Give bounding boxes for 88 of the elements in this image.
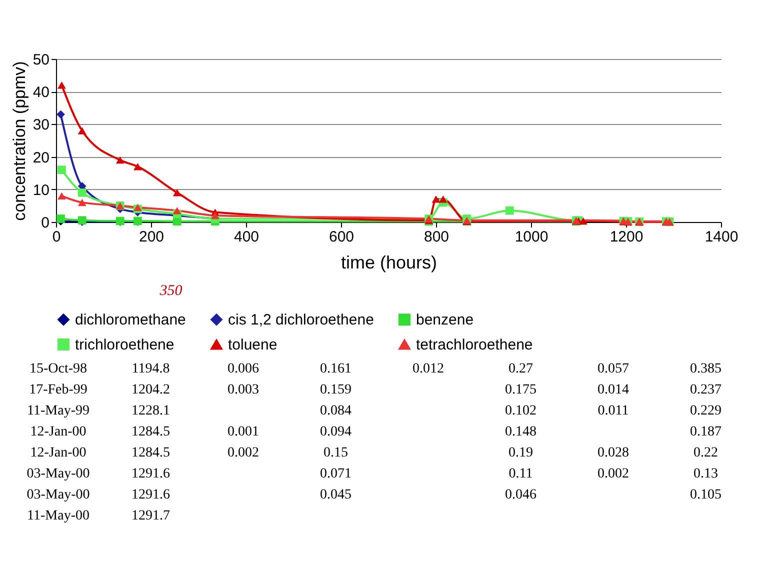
point — [579, 217, 588, 225]
text: 03-May-00 — [26, 488, 90, 502]
text: 1284.5 — [132, 446, 170, 460]
x-tick-label: 1400 — [704, 228, 738, 246]
text: 03-May-00 — [26, 466, 90, 482]
y-tick-label: 50 — [32, 52, 50, 68]
legend-label: tetrachloroethene — [416, 336, 533, 354]
point — [78, 188, 86, 197]
text: 0.002 — [228, 446, 259, 460]
x-tick-label: 1200 — [610, 228, 644, 246]
text: 1291.7 — [132, 508, 170, 524]
point — [56, 214, 65, 223]
text: 0.13 — [694, 466, 718, 482]
text: 0.028 — [598, 446, 629, 460]
text: 0.15 — [324, 446, 348, 460]
text: 0.385 — [690, 362, 722, 376]
x-axis-title: time (hours) — [340, 252, 438, 272]
y-tick-label: 30 — [32, 116, 50, 134]
text: 350 — [158, 283, 183, 299]
legend-label: dichloromethane — [75, 312, 186, 329]
text: 0.161 — [320, 362, 352, 376]
y-tick-label: 40 — [32, 84, 50, 102]
point — [172, 206, 182, 214]
text: 0.102 — [505, 404, 536, 418]
text: 0.003 — [228, 382, 259, 398]
point — [172, 189, 182, 196]
y-tick-label: 10 — [32, 182, 50, 199]
x-tick-label: 800 — [424, 228, 450, 246]
text: 1204.2 — [132, 382, 170, 398]
text: 15-Oct-98 — [29, 362, 88, 376]
x-tick-label: 600 — [328, 228, 354, 246]
text: 1194.8 — [132, 362, 170, 376]
text: 1291.6 — [132, 466, 170, 482]
x-tick-label: 400 — [234, 228, 260, 246]
text: 0.057 — [598, 362, 629, 376]
x-tick-label: 1000 — [514, 228, 548, 246]
text: 0.014 — [598, 382, 629, 398]
legend-label: cis 1,2 dichloroethene — [228, 312, 374, 329]
text: 0.006 — [228, 362, 259, 376]
legend-label: toluene — [228, 336, 278, 354]
text: 12-Jan-00 — [30, 424, 86, 440]
text: 0.105 — [690, 488, 722, 502]
point — [58, 81, 66, 89]
point — [56, 110, 65, 119]
text: 0.071 — [320, 466, 352, 482]
point — [58, 192, 66, 200]
y-tick-label: 0 — [41, 214, 50, 232]
point — [505, 206, 514, 215]
text: 0.148 — [505, 424, 536, 440]
text: 1291.6 — [132, 488, 170, 502]
point — [210, 212, 220, 220]
text: 1228.1 — [132, 404, 170, 418]
text: 0.002 — [598, 466, 629, 482]
point — [134, 204, 142, 211]
text: 0.159 — [320, 382, 352, 398]
text: 0.001 — [228, 424, 259, 440]
text: 0.012 — [412, 362, 444, 376]
text: 1284.5 — [132, 424, 170, 440]
text: 0.229 — [690, 404, 722, 418]
legend-label: trichloroethene — [75, 336, 174, 354]
text: 12-Jan-00 — [30, 446, 86, 460]
text: 0.27 — [508, 362, 533, 376]
text: 0.175 — [505, 382, 536, 398]
point — [432, 196, 440, 203]
point — [78, 127, 86, 134]
y-axis-title: concentration (ppmv) — [10, 61, 29, 221]
text: 0.084 — [320, 404, 352, 418]
text: 0.045 — [320, 488, 352, 502]
point — [58, 166, 66, 174]
text: 17-Feb-99 — [29, 382, 88, 398]
x-tick-label: 200 — [138, 228, 164, 246]
point — [78, 198, 86, 206]
text: 0.046 — [505, 488, 536, 502]
text: 11-May-00 — [27, 508, 90, 524]
text: 0.19 — [508, 446, 533, 460]
text: 0.187 — [690, 424, 722, 440]
text: 11-May-99 — [27, 404, 90, 418]
text: 0.011 — [598, 404, 629, 418]
x-tick-label: 0 — [52, 228, 61, 246]
legend-label: benzene — [416, 312, 474, 329]
text: 0.11 — [508, 466, 533, 482]
point — [116, 156, 124, 164]
point — [134, 162, 142, 170]
text: 0.237 — [690, 382, 722, 398]
y-tick-label: 20 — [32, 149, 50, 166]
text: 0.094 — [320, 424, 352, 440]
text: 0.22 — [694, 446, 718, 460]
point — [438, 196, 448, 203]
